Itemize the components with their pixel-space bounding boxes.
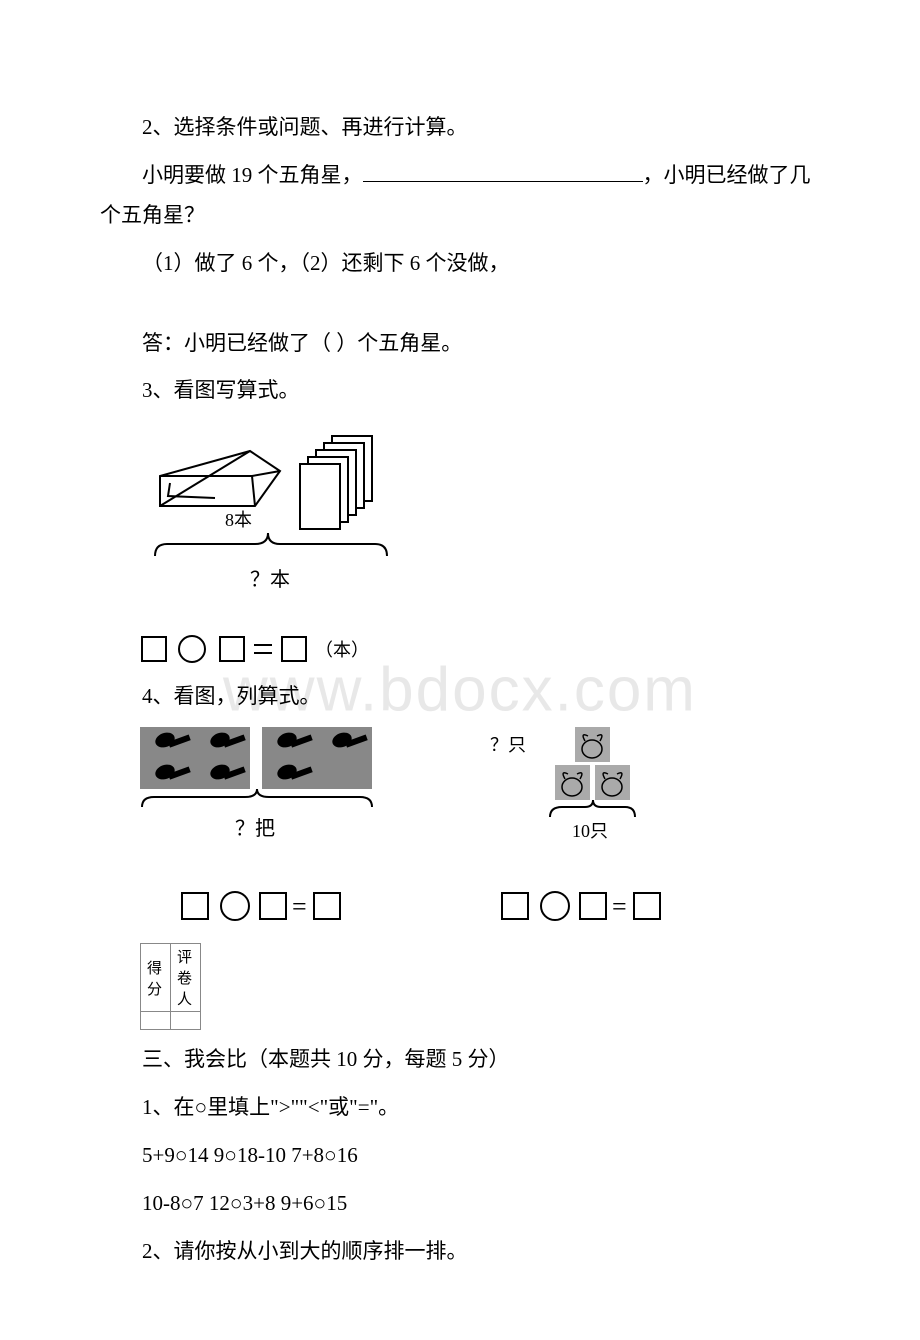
section3-q1: 1、在○里填上">""<"或"="。: [100, 1088, 820, 1128]
q2-answer: 答：小明已经做了（ ）个五角星。: [100, 324, 820, 364]
svg-text:=: =: [612, 892, 627, 921]
section3-line1: 5+9○14 9○18-10 7+8○16: [100, 1136, 820, 1176]
q4-eq-right: =: [502, 892, 660, 921]
q3-equation: （本）: [140, 631, 820, 667]
grader-header: 评卷人: [171, 944, 201, 1012]
q4-right-top-label: ？只: [490, 735, 526, 755]
score-table: 得分 评卷人: [140, 943, 201, 1030]
q4-equations: = =: [180, 887, 820, 923]
q4-eq-left: =: [182, 892, 340, 921]
section3-q2: 2、请你按从小到大的顺序排一排。: [100, 1232, 820, 1272]
q2-body-prefix: 小明要做 19 个五角星，: [142, 163, 363, 187]
score-cell[interactable]: [141, 1012, 171, 1030]
section3-line2: 10-8○7 12○3+8 9+6○15: [100, 1184, 820, 1224]
q4-title: 4、看图，列算式。: [100, 677, 820, 717]
svg-text:（本）: （本）: [315, 640, 369, 660]
section3-title: 三、我会比（本题共 10 分，每题 5 分）: [100, 1040, 820, 1080]
grader-cell[interactable]: [171, 1012, 201, 1030]
q4-figure: ？把 ？只: [140, 727, 820, 857]
q2-blank[interactable]: [363, 181, 643, 182]
q3-title: 3、看图写算式。: [100, 371, 820, 411]
q3-label-8: 8本: [225, 510, 252, 530]
q4-right-bottom-label: 10只: [572, 821, 608, 841]
score-header: 得分: [141, 944, 171, 1012]
q2-title: 2、选择条件或问题、再进行计算。: [100, 108, 820, 148]
q2-body: 小明要做 19 个五角星，，小明已经做了几个五角星？: [100, 156, 820, 236]
q3-figure: 8本 ？本: [140, 421, 820, 621]
q4-right-group: ？只 10只: [490, 727, 635, 841]
svg-text:=: =: [292, 892, 307, 921]
q4-left-group: ？把: [140, 727, 372, 840]
q4-left-label: ？把: [235, 817, 275, 840]
q3-label-q: ？本: [250, 568, 290, 591]
q2-options: （1）做了 6 个，（2）还剩下 6 个没做，: [100, 244, 820, 284]
